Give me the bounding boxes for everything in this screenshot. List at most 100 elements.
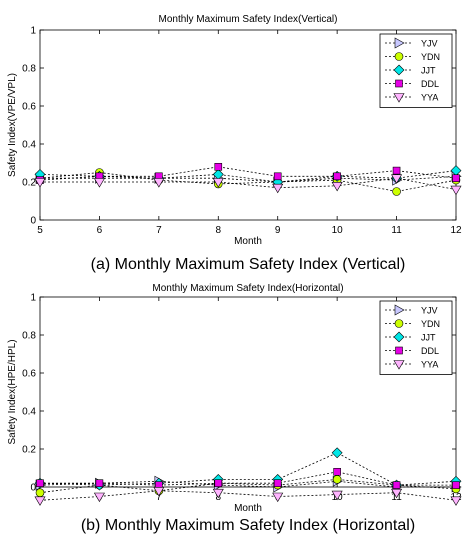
- series-ddl: [36, 467, 460, 489]
- legend-label: DDL: [421, 346, 439, 356]
- legend-marker: [394, 52, 404, 61]
- legend: YJV YDN JJT DDL YYA: [379, 300, 453, 375]
- data-point: [392, 166, 401, 175]
- data-point: [95, 479, 104, 488]
- y-tick-label: 0: [30, 216, 36, 227]
- series-line: [39, 452, 457, 486]
- legend-marker: [394, 37, 405, 49]
- x-tick-label: 11: [391, 225, 402, 236]
- data-point: [153, 486, 165, 497]
- data-point: [272, 492, 284, 503]
- x-tick-label: 7: [156, 492, 162, 503]
- legend-label: DDL: [421, 79, 439, 89]
- legend-marker: [395, 79, 403, 88]
- series-line: [39, 480, 456, 488]
- series-line: [39, 490, 457, 501]
- data-point: [273, 479, 282, 488]
- data-point: [391, 488, 403, 499]
- series-line: [39, 478, 457, 494]
- chart-title: Monthly Maximum Safety Index(Horizontal): [152, 283, 343, 294]
- data-point: [214, 163, 223, 171]
- data-point: [93, 178, 105, 188]
- data-point: [392, 481, 401, 489]
- chart-title: Monthly Maximum Safety Index(Vertical): [159, 14, 338, 25]
- data-point: [272, 183, 284, 194]
- legend-label: YJV: [421, 39, 438, 49]
- x-axis-label: Month: [234, 503, 262, 514]
- legend-marker: [394, 319, 404, 328]
- data-point: [450, 185, 462, 196]
- legend-marker: [393, 93, 405, 103]
- data-point: [93, 492, 105, 503]
- legend-box: [379, 300, 453, 375]
- series-line: [40, 175, 457, 183]
- data-point: [392, 187, 401, 196]
- series-yya: [34, 486, 462, 506]
- data-point: [214, 479, 223, 488]
- y-tick-label: 0.6: [22, 102, 36, 113]
- x-tick-label: 8: [216, 225, 222, 236]
- legend-label: JJT: [421, 333, 436, 343]
- data-point: [331, 490, 343, 501]
- y-tick-label: 1: [30, 293, 36, 304]
- legend-label: YYA: [421, 93, 438, 103]
- legend-label: YYA: [421, 360, 438, 370]
- data-point: [273, 172, 282, 181]
- legend-box: [379, 33, 453, 108]
- x-tick-label: 5: [37, 225, 43, 236]
- data-point: [331, 447, 343, 459]
- legend-marker: [393, 360, 405, 370]
- legend-marker: [394, 304, 405, 316]
- x-tick-label: 7: [156, 225, 162, 236]
- legend: YJV YDN JJT DDL YYA: [379, 33, 453, 108]
- chart-vertical: Monthly Maximum Safety Index(Vertical) 5 6…: [7, 14, 462, 273]
- data-point: [153, 178, 165, 188]
- data-point: [452, 481, 460, 489]
- legend-marker: [393, 331, 405, 343]
- x-tick-label: 9: [275, 225, 281, 236]
- y-tick-label: 0.8: [22, 64, 36, 75]
- chart-horizontal: Monthly Maximum Safety Index(Horizontal)…: [7, 283, 462, 534]
- data-point: [391, 174, 403, 184]
- legend-label: JJT: [421, 66, 436, 76]
- x-tick-label: 10: [332, 225, 344, 236]
- data-point: [212, 178, 224, 188]
- y-tick-label: 0.8: [22, 331, 36, 342]
- series-line: [40, 471, 456, 486]
- figure-caption: (b) Monthly Maximum Safety Index (Horizo…: [81, 517, 415, 534]
- x-axis-label: Month: [234, 236, 262, 247]
- y-tick-label: 0.4: [22, 140, 36, 151]
- data-point: [36, 479, 44, 488]
- y-tick-label: 0.2: [22, 178, 36, 189]
- data-point: [333, 467, 341, 476]
- series-line: [40, 177, 457, 190]
- data-point: [34, 496, 46, 506]
- legend-label: YDN: [421, 52, 440, 62]
- y-tick-label: 0.4: [22, 407, 36, 418]
- legend-label: YDN: [421, 319, 440, 329]
- y-axis-label: Safety Index(HPE/HPL): [7, 339, 18, 444]
- x-tick-label: 6: [97, 225, 103, 236]
- data-point: [332, 475, 342, 484]
- series-ddl: [36, 163, 460, 184]
- data-point: [331, 182, 343, 192]
- data-point: [452, 174, 460, 182]
- figure-caption: (a) Monthly Maximum Safety Index (Vertic…: [91, 256, 406, 273]
- y-tick-label: 0.2: [22, 445, 36, 456]
- data-point: [333, 172, 341, 181]
- legend-marker: [393, 64, 405, 76]
- series-yya: [34, 174, 462, 196]
- data-point: [212, 488, 224, 499]
- data-point: [35, 488, 45, 498]
- data-point: [34, 178, 46, 188]
- series-line: [39, 166, 457, 181]
- y-tick-label: 0: [30, 483, 36, 494]
- series-line: [39, 172, 457, 192]
- y-tick-label: 1: [30, 26, 36, 37]
- data-point: [450, 496, 462, 506]
- y-axis-label: Safety Index(VPE/VPL): [7, 73, 18, 177]
- y-tick-label: 0.6: [22, 369, 36, 380]
- legend-marker: [395, 346, 403, 355]
- legend-label: YJV: [421, 306, 438, 316]
